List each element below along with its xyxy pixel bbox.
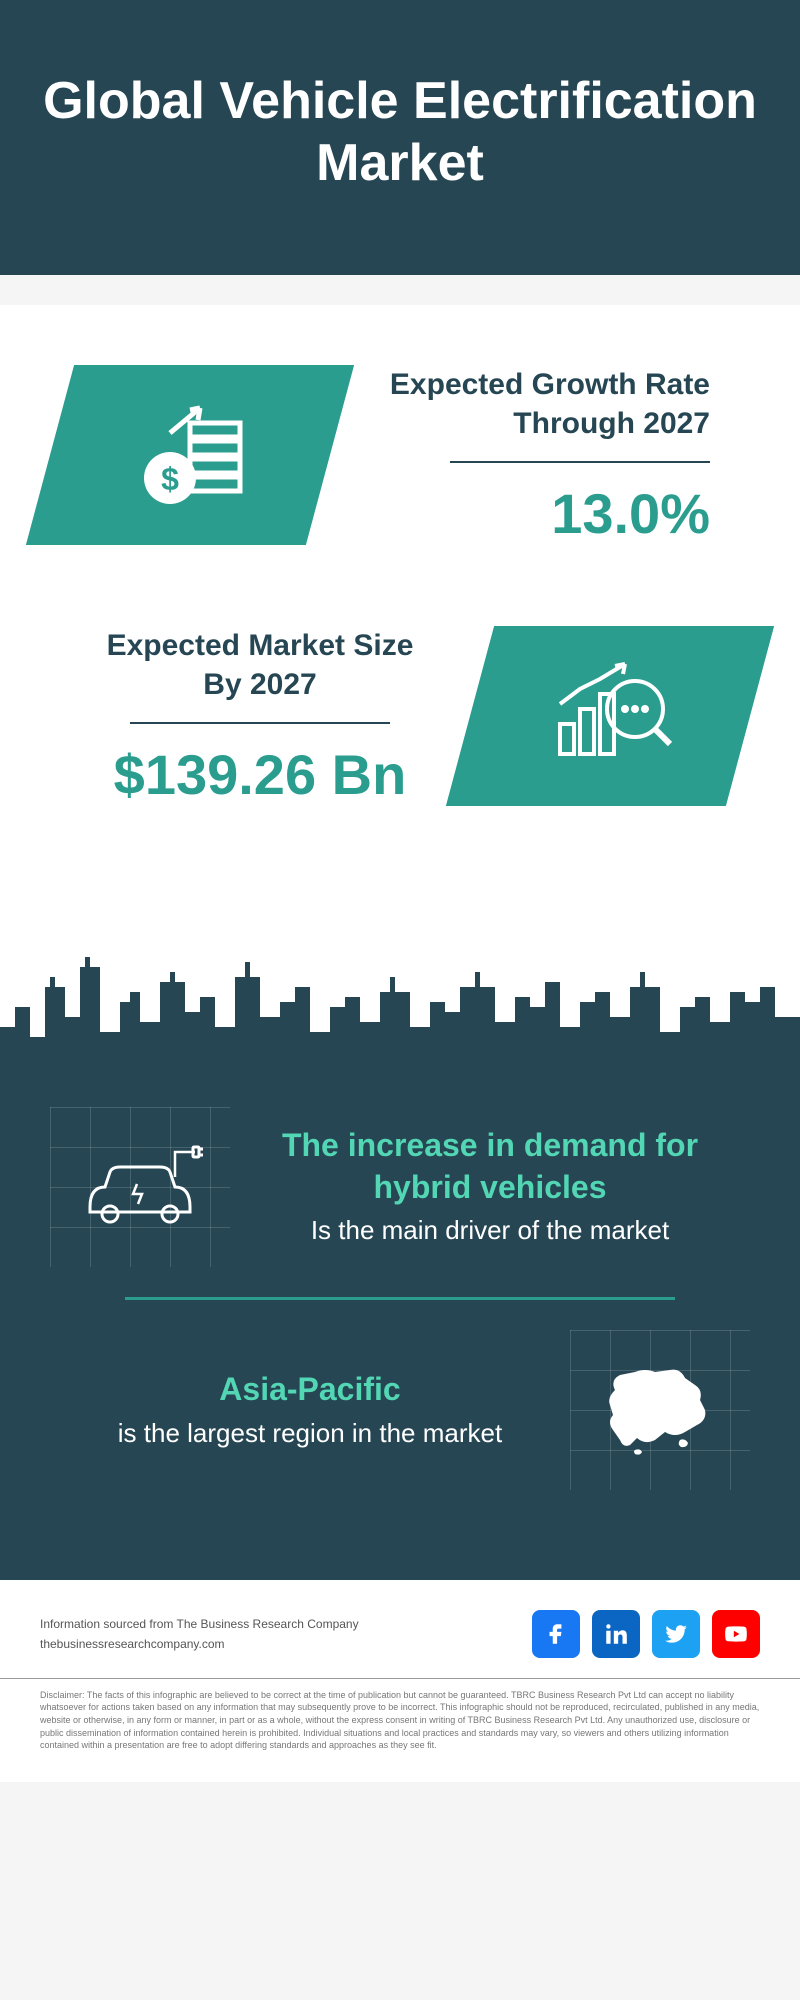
disclaimer: Disclaimer: The facts of this infographi… — [0, 1678, 800, 1782]
money-growth-icon: $ — [120, 393, 260, 518]
site-url: thebusinessresearchcompany.com — [40, 1635, 359, 1653]
linkedin-icon[interactable] — [592, 1610, 640, 1658]
svg-text:$: $ — [161, 461, 179, 497]
stat-label: Expected Growth Rate Through 2027 — [370, 365, 710, 443]
divider — [125, 1297, 675, 1300]
subtext: is the largest region in the market — [80, 1417, 540, 1451]
market-icon-box — [470, 626, 750, 806]
page-title: Global Vehicle Electrification Market — [40, 70, 760, 195]
footer: Information sourced from The Business Re… — [0, 1580, 800, 1678]
driver-hybrid-text: The increase in demand for hybrid vehicl… — [230, 1125, 750, 1248]
ev-car-icon — [50, 1107, 230, 1267]
driver-region: Asia-Pacific is the largest region in th… — [50, 1330, 750, 1490]
stat-growth-text: Expected Growth Rate Through 2027 13.0% — [330, 365, 750, 546]
asia-map-icon — [570, 1330, 750, 1490]
highlight: Asia-Pacific — [80, 1369, 540, 1411]
infographic: Global Vehicle Electrification Market $ — [0, 0, 800, 1782]
stats-section: $ Expected Growth Rate Through 2027 13.0… — [0, 305, 800, 947]
divider — [130, 722, 390, 724]
footer-source: Information sourced from The Business Re… — [40, 1615, 359, 1653]
stat-market-size: Expected Market Size By 2027 $139.26 Bn — [50, 626, 750, 807]
stat-value: 13.0% — [370, 481, 710, 546]
facebook-icon[interactable] — [532, 1610, 580, 1658]
twitter-icon[interactable] — [652, 1610, 700, 1658]
header: Global Vehicle Electrification Market — [0, 0, 800, 275]
youtube-icon[interactable] — [712, 1610, 760, 1658]
stat-label: Expected Market Size By 2027 — [90, 626, 430, 704]
divider — [450, 461, 710, 463]
social-links — [532, 1610, 760, 1658]
spacer — [0, 275, 800, 305]
drivers-section: The increase in demand for hybrid vehicl… — [0, 1067, 800, 1580]
driver-region-text: Asia-Pacific is the largest region in th… — [50, 1369, 570, 1450]
chart-magnify-icon — [540, 654, 680, 779]
disclaimer-text: Disclaimer: The facts of this infographi… — [40, 1689, 760, 1752]
growth-icon-box: $ — [50, 365, 330, 545]
highlight: The increase in demand for hybrid vehicl… — [260, 1125, 720, 1208]
stat-value: $139.26 Bn — [90, 742, 430, 807]
skyline-graphic — [0, 947, 800, 1067]
driver-hybrid: The increase in demand for hybrid vehicl… — [50, 1107, 750, 1267]
stat-market-text: Expected Market Size By 2027 $139.26 Bn — [50, 626, 470, 807]
source-line: Information sourced from The Business Re… — [40, 1617, 359, 1631]
stat-growth-rate: $ Expected Growth Rate Through 2027 13.0… — [50, 365, 750, 546]
subtext: Is the main driver of the market — [260, 1214, 720, 1248]
